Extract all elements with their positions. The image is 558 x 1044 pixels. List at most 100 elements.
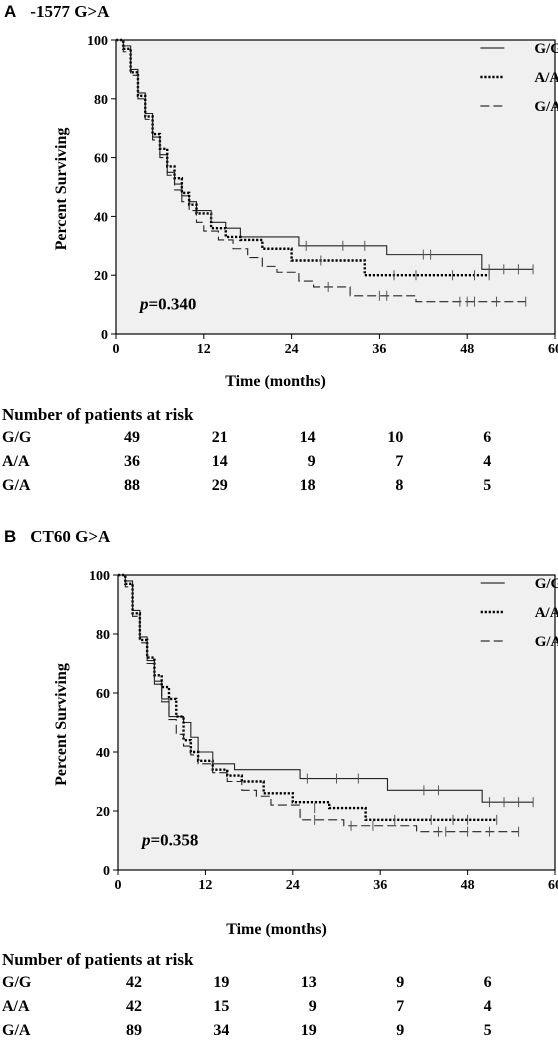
y-tick-label: 20 [94,269,108,284]
panel-header: B CT60 G>A [4,527,110,547]
risk-value: 6 [483,429,492,446]
risk-row-a-a: A/A 36 14 9 7 4 [2,453,522,475]
x-tick-label: 12 [197,342,211,357]
risk-value: 9 [307,453,316,470]
risk-row-a-a: A/A 42 15 9 7 4 [2,998,522,1020]
panel-letter: B [4,527,17,546]
legend-label: A/A [535,605,558,621]
risk-table-title: Number of patients at risk [2,405,194,424]
survival-curve-a-a [118,573,497,822]
legend-label: G/G [534,41,558,57]
risk-value: 18 [299,477,316,494]
y-tick-label: 60 [94,152,108,167]
y-tick-label: 0 [101,328,108,343]
y-axis-label: Percent Surviving [53,663,70,786]
risk-row-label: G/A [2,1022,31,1039]
risk-value: 4 [483,453,492,470]
risk-value: 13 [300,974,317,991]
x-tick-label: 48 [460,342,474,357]
survival-curve-g-a [116,39,526,303]
legend-label: G/A [534,99,558,115]
x-tick-label: 0 [113,342,120,357]
risk-table-title: Number of patients at risk [2,950,194,969]
y-tick-label: 80 [96,628,110,643]
risk-value: 42 [126,974,142,991]
y-tick-label: 80 [94,93,108,108]
risk-row-g-a: G/A 88 29 18 8 5 [2,477,522,499]
p-value: =0.358 [151,831,199,850]
x-tick-label: 36 [372,342,386,357]
x-axis-label: Time (months) [226,921,327,938]
risk-value: 9 [396,1022,405,1039]
survival-curve-g-a [118,574,519,833]
y-tick-label: 20 [96,805,110,820]
y-tick-label: 40 [96,746,110,761]
risk-value: 9 [308,998,317,1015]
risk-value: 49 [124,429,140,446]
p-value: =0.340 [149,295,197,314]
x-tick-label: 24 [285,342,299,357]
x-tick-label: 36 [373,878,387,893]
risk-value: 7 [395,453,404,470]
risk-value: 34 [213,1022,230,1039]
p-value-annotation: p=0.340 [138,295,196,314]
y-tick-label: 40 [94,210,108,225]
survival-chart: 0 20 40 60 80 100 0 12 24 36 48 60 Time (months) Perc… [53,34,558,390]
risk-value: 88 [124,477,140,494]
panel-b: B CT60 G>A 0 20 40 60 80 100 0 12 24 36 48 60 Time (m… [0,525,558,1041]
survival-chart: 0 20 40 60 80 100 0 12 24 36 48 60 Time (months) Perc… [53,569,558,938]
risk-value: 19 [213,974,230,991]
survival-curve-g-g [116,39,534,270]
risk-value: 15 [213,998,230,1015]
risk-row-label: G/G [2,974,32,991]
x-tick-label: 24 [286,878,300,893]
risk-row-g-a: G/A 89 34 19 9 5 [2,1022,522,1044]
risk-row-g-g: G/G 49 21 14 10 6 [2,429,522,451]
legend-label: A/A [534,70,558,86]
risk-value: 89 [126,1022,142,1039]
risk-value: 36 [124,453,140,470]
risk-value: 14 [211,453,228,470]
risk-row-label: A/A [2,998,30,1015]
panel-a: A-1577 G>A 02040608010001224364860Time (… [0,0,558,520]
panel-letter: A [4,2,17,21]
risk-value: 29 [211,477,228,494]
x-tick-label: 0 [115,878,122,893]
risk-value: 42 [126,998,142,1015]
panel-title: CT60 G>A [30,527,111,546]
risk-value: 21 [211,429,228,446]
plot-area [115,39,556,335]
legend-label: G/A [535,634,558,650]
x-tick-label: 12 [198,878,212,893]
survival-curve-a-a [116,38,490,277]
y-tick-label: 60 [96,687,110,702]
panel-header: A -1577 G>A [4,2,109,22]
y-tick-label: 100 [87,34,108,49]
risk-value: 7 [396,998,405,1015]
risk-value: 4 [483,998,492,1015]
risk-value: 5 [483,1022,492,1039]
risk-value: 5 [483,477,492,494]
risk-value: 19 [300,1022,317,1039]
y-tick-label: 100 [89,569,110,584]
risk-row-label: G/G [2,429,32,446]
legend-label: G/G [535,576,558,592]
panel-title: -1577 G>A [30,2,110,21]
risk-row-label: A/A [2,453,30,470]
p-label: p [138,295,149,314]
risk-value: 6 [483,974,492,991]
x-tick-label: 48 [461,878,475,893]
p-value-annotation: p=0.358 [140,831,198,850]
x-tick-label: 60 [548,342,558,357]
risk-value: 10 [387,429,404,446]
risk-value: 14 [299,429,316,446]
risk-value: 9 [396,974,405,991]
risk-row-label: G/A [2,477,31,494]
risk-value: 8 [395,477,404,494]
y-axis-label: Percent Surviving [53,128,70,251]
p-label: p [140,831,151,850]
x-tick-label: 60 [548,878,558,893]
x-axis-label: Time (months) [225,373,326,390]
y-tick-label: 0 [103,864,110,879]
risk-row-g-g: G/G 42 19 13 9 6 [2,974,522,996]
